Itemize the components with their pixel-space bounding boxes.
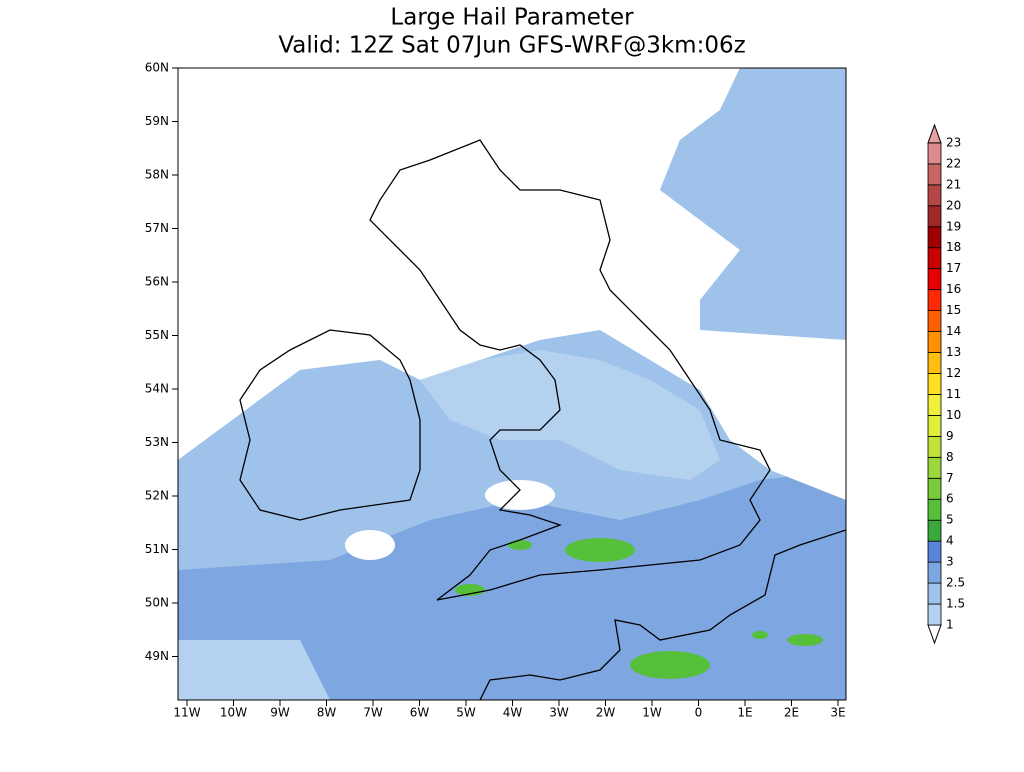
colorbar-label: 7 — [946, 471, 954, 485]
lon-tick-label: 4W — [503, 706, 523, 720]
lon-tick-label: 11W — [173, 706, 200, 720]
colorbar-segment — [927, 456, 942, 479]
colorbar-segment — [927, 540, 942, 563]
lon-tick-label: 2W — [596, 706, 616, 720]
colorbar-label: 22 — [946, 156, 961, 170]
lon-tick-label: 7W — [363, 706, 383, 720]
subtitle: Valid: 12Z Sat 07Jun GFS-WRF@3km:06z — [278, 33, 745, 59]
lon-tick-label: 1E — [737, 706, 752, 720]
colorbar-label: 16 — [946, 282, 961, 296]
lon-tick-label: 10W — [220, 706, 247, 720]
lon-tick-label: 2E — [784, 706, 799, 720]
colorbar-label: 19 — [946, 219, 961, 233]
colorbar-segment — [927, 205, 942, 228]
colorbar-segment — [927, 331, 942, 353]
colorbar-segment — [927, 394, 942, 416]
colorbar-label: 5 — [946, 513, 954, 527]
colorbar-label: 15 — [946, 303, 961, 317]
colorbar-label: 13 — [946, 345, 961, 359]
colorbar-segment — [927, 561, 942, 584]
field-patch — [485, 480, 555, 510]
coastlines — [239, 139, 846, 700]
colorbar-label: 8 — [946, 450, 954, 464]
colorbar-segment — [927, 414, 942, 437]
colorbar-segment — [927, 142, 942, 165]
colorbar-label: 11 — [946, 387, 961, 401]
colorbar-segment — [927, 226, 942, 249]
colorbar-label: 1 — [946, 618, 954, 632]
lat-tick-label: 49N — [145, 649, 169, 663]
colorbar-label: 12 — [946, 366, 961, 380]
colorbar-segment — [927, 519, 942, 542]
lat-tick-label: 51N — [145, 542, 169, 556]
lat-tick-label: 57N — [145, 221, 169, 235]
great-britain — [369, 139, 771, 601]
colorbar-segment — [927, 498, 942, 521]
lon-tick-label: 9W — [270, 706, 290, 720]
colorbar-low-triangle — [927, 624, 942, 645]
lon-tick-label: 8W — [317, 706, 337, 720]
colorbar-label: 20 — [946, 198, 961, 212]
lon-tick-label: 0 — [695, 706, 703, 720]
lon-tick-label: 6W — [410, 706, 430, 720]
field-north-blank — [178, 68, 846, 500]
field-patch — [630, 651, 710, 679]
colorbar-segment — [927, 184, 942, 207]
field-north-sea — [660, 68, 846, 330]
field-patch — [752, 631, 768, 639]
colorbar-label: 10 — [946, 408, 961, 422]
colorbar-segment — [927, 477, 942, 500]
ireland — [239, 329, 421, 521]
colorbar-label: 9 — [946, 429, 954, 443]
colorbar-segment — [927, 289, 942, 312]
colorbar-segment — [927, 373, 942, 395]
colorbar-label: 21 — [946, 177, 961, 191]
lat-tick-label: 53N — [145, 435, 169, 449]
colorbar-label: 1.5 — [946, 597, 965, 611]
colorbar-segment — [927, 310, 942, 332]
colorbar-segment — [927, 352, 942, 374]
lat-tick-label: 52N — [145, 489, 169, 503]
colorbar-segment — [927, 582, 942, 605]
colorbar-segment — [927, 247, 942, 270]
field-sw — [178, 640, 330, 700]
lat-tick-label: 60N — [145, 61, 169, 75]
colorbar-segment — [927, 163, 942, 186]
field-south — [178, 470, 846, 700]
field-patch — [565, 538, 635, 562]
lon-tick-label: 3W — [549, 706, 569, 720]
colorbar-segment — [927, 603, 942, 626]
colorbar-label: 17 — [946, 261, 961, 275]
lon-tick-label: 5W — [456, 706, 476, 720]
colorbar-label: 4 — [946, 534, 954, 548]
colorbar-label: 2.5 — [946, 576, 965, 590]
field-patch — [787, 634, 823, 646]
colorbar-segment — [927, 435, 942, 458]
lat-tick-label: 54N — [145, 382, 169, 396]
colorbar-label: 14 — [946, 324, 961, 338]
colorbar-label: 6 — [946, 492, 954, 506]
colorbar-label: 23 — [946, 135, 961, 149]
field — [178, 68, 846, 700]
field-ireland — [178, 360, 410, 500]
field-patch — [508, 540, 532, 550]
colorbar-high-triangle — [927, 123, 942, 144]
field-england — [420, 350, 720, 480]
lon-tick-label: 1W — [642, 706, 662, 720]
lon-tick-label: 3E — [830, 706, 845, 720]
field-patch — [345, 530, 395, 560]
colorbar-segment — [927, 268, 942, 291]
title: Large Hail Parameter — [390, 5, 634, 31]
lat-tick-label: 56N — [145, 275, 169, 289]
lat-tick-label: 55N — [145, 328, 169, 342]
lat-tick-label: 59N — [145, 114, 169, 128]
france — [479, 529, 846, 700]
lat-tick-label: 50N — [145, 596, 169, 610]
lat-tick-label: 58N — [145, 168, 169, 182]
colorbar-label: 18 — [946, 240, 961, 254]
colorbar-label: 3 — [946, 555, 954, 569]
